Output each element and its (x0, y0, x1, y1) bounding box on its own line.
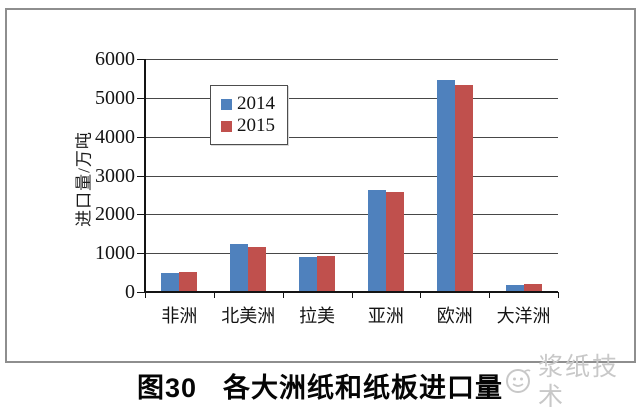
gridline (145, 136, 558, 138)
x-axis-tick (282, 292, 284, 298)
y-axis-tick (137, 59, 145, 60)
legend-label: 2014 (237, 93, 275, 114)
x-axis-tick (489, 292, 491, 298)
chart-border-box (5, 8, 636, 363)
x-axis-tick (145, 292, 146, 298)
x-category-label: 欧洲 (436, 306, 473, 326)
pulp-paper-tech-logo-icon (503, 365, 538, 400)
x-category-label: 亚洲 (367, 306, 404, 326)
legend-marker-icon (221, 98, 232, 110)
bar-2015-亚洲 (385, 192, 404, 292)
x-category-label: 大洋洲 (496, 306, 551, 326)
y-tick-label: 4000 (95, 125, 135, 148)
bar-2015-非洲 (179, 272, 198, 292)
y-axis-tick (137, 175, 145, 177)
watermark: 浆纸技术 (503, 352, 640, 407)
x-axis-tick (351, 292, 353, 298)
y-tick-label: 2000 (95, 203, 135, 226)
x-category-label: 拉美 (299, 306, 336, 326)
bar-2014-拉美 (299, 257, 318, 292)
bar-2014-大洋洲 (505, 285, 524, 292)
legend-label: 2015 (237, 115, 275, 136)
y-axis-line (144, 59, 146, 292)
y-tick-label: 3000 (95, 164, 135, 187)
y-axis-tick (137, 136, 145, 138)
y-axis-tick (137, 97, 145, 99)
y-axis-tick (137, 253, 145, 255)
gridline (145, 97, 558, 99)
bar-2015-欧洲 (454, 85, 473, 292)
bar-2014-非洲 (161, 273, 180, 292)
gridline (145, 175, 558, 177)
bar-2015-北美洲 (248, 247, 267, 292)
gridline (145, 214, 558, 216)
bar-2015-大洋洲 (523, 284, 542, 292)
gridline (145, 253, 558, 255)
legend: 2014 2015 (210, 85, 288, 145)
x-axis-tick (213, 292, 215, 298)
x-category-label: 北美洲 (221, 306, 276, 326)
figure-title: 各大洲纸和纸板进口量 (223, 373, 504, 403)
y-tick-label: 5000 (95, 86, 135, 109)
y-tick-label: 0 (125, 281, 135, 303)
y-axis-tick (137, 214, 145, 216)
x-category-label: 非洲 (161, 306, 198, 326)
legend-item-2014: 2014 (221, 93, 287, 115)
watermark-text: 浆纸技术 (538, 353, 620, 407)
bar-2014-亚洲 (367, 190, 386, 292)
figure-number: 图30 (136, 373, 198, 403)
bar-2014-北美洲 (230, 244, 249, 292)
legend-marker-icon (221, 120, 232, 132)
y-axis-tick (137, 292, 145, 293)
y-tick-label: 1000 (95, 242, 135, 265)
y-tick-label: 6000 (95, 48, 135, 70)
figure-caption: 图30 各大洲纸和纸板进口量 (0, 366, 640, 405)
x-axis-tick (420, 292, 422, 298)
legend-item-2015: 2015 (221, 115, 287, 137)
x-axis-tick (558, 292, 559, 298)
bar-2015-拉美 (317, 256, 336, 292)
bar-2014-欧洲 (436, 80, 455, 292)
gridline (145, 59, 558, 60)
